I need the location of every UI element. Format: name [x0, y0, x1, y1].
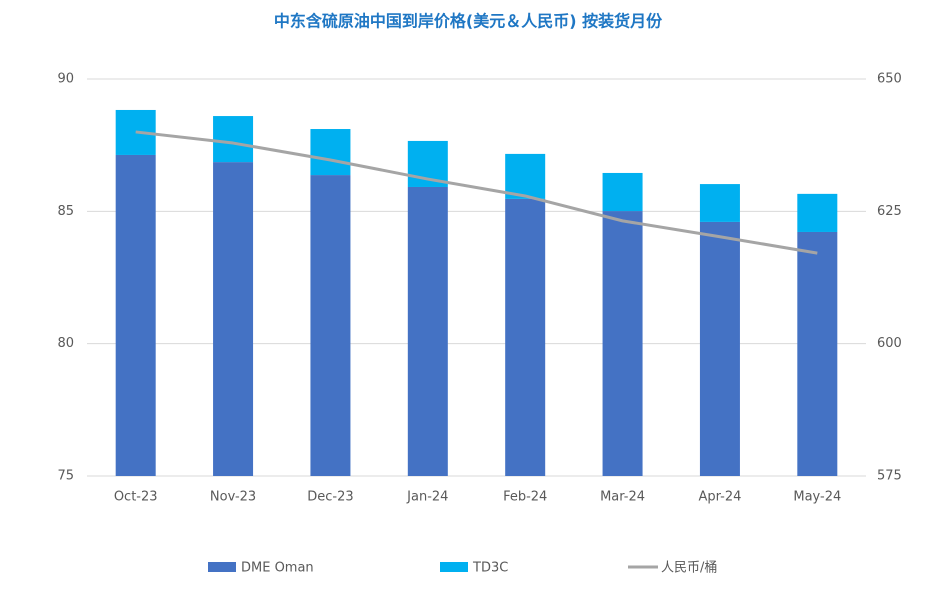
- x-tick-label: Nov-23: [210, 490, 256, 505]
- bar: [699, 221, 740, 476]
- y-tick-label: 85: [57, 204, 74, 219]
- legend-label: TD3C: [472, 561, 508, 576]
- y-tick-label: 80: [57, 336, 74, 351]
- x-tick-label: Feb-24: [503, 490, 547, 505]
- x-tick-label: Mar-24: [600, 490, 645, 505]
- bar: [310, 175, 351, 476]
- bar: [797, 231, 838, 476]
- bar: [505, 198, 546, 477]
- legend-swatch: [440, 562, 468, 572]
- bar: [602, 211, 643, 476]
- bar: [505, 153, 546, 199]
- y-tick-label: 75: [57, 469, 74, 484]
- legend-label: 人民币/桶: [661, 561, 717, 576]
- x-tick-label: May-24: [793, 490, 841, 505]
- legend-swatch: [208, 562, 236, 572]
- chart-title: 中东含硫原油中国到岸价格(美元＆人民币) 按装货月份: [274, 12, 663, 31]
- y-tick-label: 90: [57, 72, 74, 87]
- bar: [407, 186, 448, 476]
- y2-tick-label: 625: [877, 204, 902, 219]
- bar: [699, 184, 740, 222]
- bar: [797, 193, 838, 232]
- x-tick-label: Oct-23: [114, 490, 158, 505]
- x-tick-label: Apr-24: [698, 490, 741, 505]
- x-tick-label: Dec-23: [307, 490, 353, 505]
- x-tick-label: Jan-24: [406, 490, 448, 505]
- bar: [602, 172, 643, 212]
- legend-label: DME Oman: [241, 561, 314, 576]
- bar: [213, 116, 254, 163]
- bar: [310, 129, 351, 176]
- bar: [115, 154, 156, 476]
- bar: [213, 162, 254, 476]
- line: [135, 130, 818, 255]
- y2-tick-label: 650: [877, 72, 902, 87]
- y2-tick-label: 575: [877, 469, 902, 484]
- y2-tick-label: 600: [877, 336, 902, 351]
